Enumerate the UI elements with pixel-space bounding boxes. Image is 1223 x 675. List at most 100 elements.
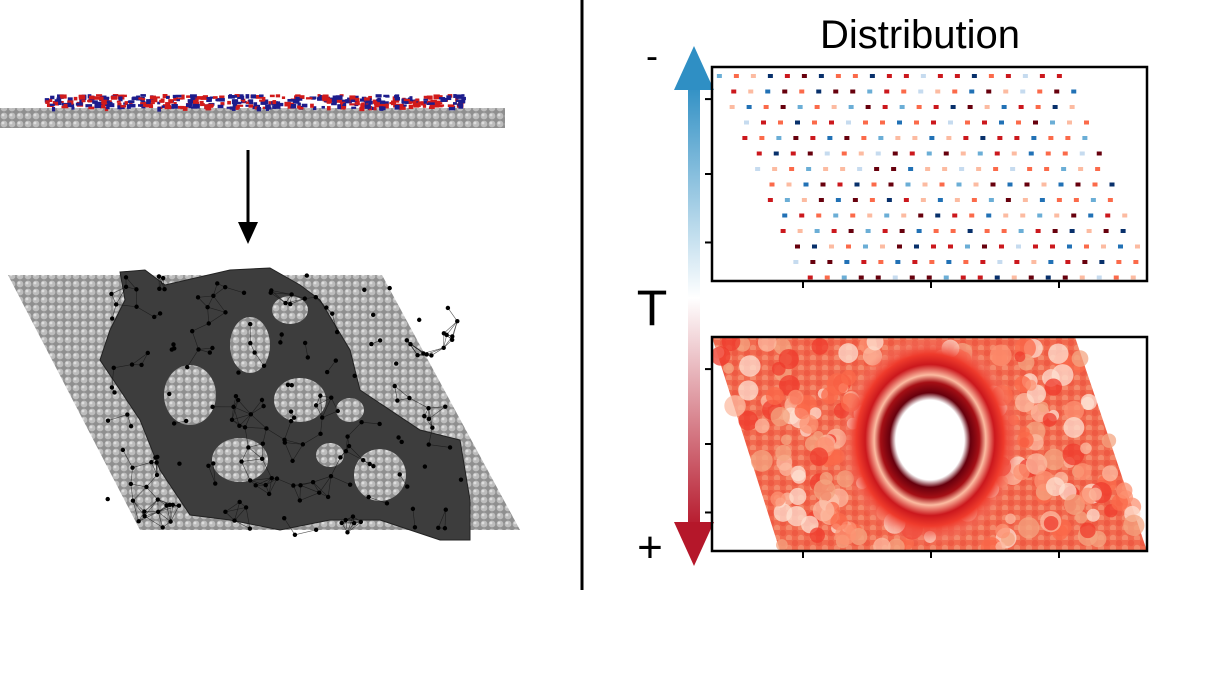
network-node (109, 316, 115, 321)
lattice-dot (1024, 182, 1030, 187)
lattice-dot (886, 74, 892, 78)
hex-cell (1013, 463, 1030, 481)
lattice-dot (833, 213, 839, 218)
polymer-bead (78, 94, 86, 100)
network-node (339, 520, 344, 526)
lattice-dot (897, 120, 902, 125)
lattice-dot (761, 120, 766, 125)
polymer-bead (235, 106, 239, 110)
polymer-bead (373, 101, 378, 106)
polymer-bead (305, 97, 313, 100)
network-node (347, 482, 353, 487)
polymer-bead (438, 97, 446, 100)
polymer-bead (273, 104, 281, 109)
network-node (134, 304, 139, 309)
lattice-dot (769, 182, 775, 187)
lattice-dot (862, 244, 868, 249)
polymer-bead (281, 96, 286, 100)
polymer-bead (45, 100, 50, 104)
polymer-bead (253, 102, 258, 107)
lattice-dot (943, 275, 949, 280)
polymer-bead (186, 95, 192, 98)
top-marker-minus: - (646, 35, 658, 76)
lattice-dot (884, 213, 890, 218)
polymer-bead (264, 99, 269, 105)
lattice-dot (1039, 74, 1045, 78)
network-node (359, 419, 364, 425)
polymer-bead (157, 101, 161, 105)
polymer-bead (54, 99, 60, 102)
lattice-dot (994, 151, 1000, 156)
polymer-bead (107, 103, 112, 107)
network-node (458, 477, 464, 482)
polymer-bead (250, 94, 257, 99)
network-edge (266, 428, 285, 441)
network-node (213, 481, 218, 486)
polymer-bead (359, 106, 365, 112)
lattice-dot (892, 275, 898, 280)
network-edge (271, 290, 286, 304)
lattice-dot (810, 136, 816, 140)
polymer-bead (335, 95, 343, 100)
lattice-dot (874, 167, 880, 171)
network-node (136, 519, 141, 524)
network-node (345, 434, 350, 439)
polymer-bead (342, 102, 347, 107)
lattice-dot (1033, 120, 1038, 125)
polymer-bead (262, 106, 267, 109)
polymer-bead (106, 105, 110, 110)
polymer-bead (242, 99, 246, 103)
polymer-bead (209, 96, 215, 99)
lattice-dot (814, 105, 820, 109)
lattice-dot (998, 244, 1004, 249)
polymer-bead (394, 96, 400, 101)
lattice-dot (1075, 182, 1081, 187)
network-edge (312, 475, 332, 483)
network-node (160, 275, 166, 281)
lattice-dot (799, 213, 805, 218)
network-edge (394, 385, 410, 399)
network-node (377, 338, 383, 343)
polymer-bead (60, 96, 67, 99)
network-edge (248, 443, 263, 448)
arrow-head-down (674, 522, 714, 566)
lattice-dot (831, 229, 837, 233)
network-node (350, 514, 356, 519)
hex-cell (821, 386, 839, 405)
polymer-bead (427, 102, 435, 105)
network-edge (146, 486, 159, 500)
network-hole (274, 378, 326, 422)
polymer-bead (365, 103, 370, 106)
network-node (369, 341, 374, 347)
lattice-dot (824, 275, 830, 280)
network-node (130, 465, 135, 470)
network-node (441, 331, 447, 336)
network-node (412, 525, 418, 530)
hex-cell (819, 471, 833, 485)
lattice-dot (997, 260, 1003, 264)
polymer-bead (309, 96, 317, 100)
polymer-bead (420, 101, 426, 106)
network-node (297, 498, 303, 503)
polymer-bead (455, 99, 463, 103)
lattice-dot (865, 229, 871, 233)
polymer-bead (59, 94, 67, 99)
network-edge (213, 286, 226, 297)
network-edge (291, 294, 305, 299)
polymer-bead (102, 96, 106, 100)
network-edge (191, 331, 199, 350)
lattice-dot (908, 167, 914, 171)
hex-cell (1064, 400, 1084, 421)
network-edge (136, 306, 155, 318)
lattice-dot (960, 151, 966, 156)
polymer-bead (231, 106, 236, 111)
hex-cell (738, 380, 759, 401)
polymer-bead (245, 104, 250, 107)
network-edge (250, 405, 264, 415)
network-edge (284, 442, 293, 461)
network-node (128, 424, 134, 429)
lattice-dot (879, 244, 885, 249)
lattice-dot (1061, 167, 1067, 171)
lattice-dot (1005, 74, 1011, 78)
network-node (392, 383, 397, 389)
